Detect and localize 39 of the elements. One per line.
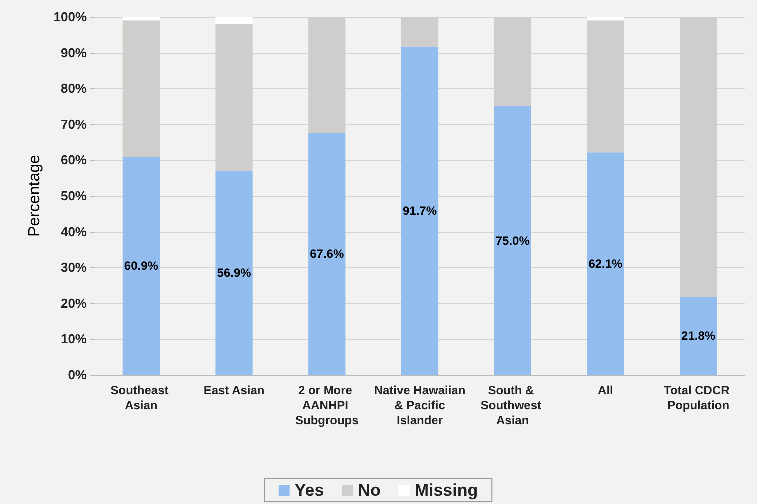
y-axis-title: Percentage bbox=[26, 154, 44, 237]
x-tick-label: Native Hawaiian & Pacific Islander bbox=[374, 384, 466, 428]
bar bbox=[216, 171, 253, 375]
y-tick-label: 100% bbox=[54, 10, 88, 24]
data-label: 60.9% bbox=[124, 258, 159, 273]
y-tick-label: 30% bbox=[60, 260, 88, 276]
legend-label: Missing bbox=[414, 481, 478, 500]
y-tick-label: 10% bbox=[60, 332, 88, 347]
data-label: 21.8% bbox=[682, 328, 716, 343]
x-tick-label: Southeast Asian bbox=[110, 384, 172, 412]
data-label: 67.6% bbox=[310, 246, 344, 261]
legend-label: Yes bbox=[294, 481, 324, 500]
bar bbox=[680, 296, 718, 375]
bar bbox=[122, 156, 160, 375]
data-label: 56.9% bbox=[217, 266, 252, 280]
x-tick-label: Total CDCR Population bbox=[664, 384, 734, 412]
y-tick-label: 80% bbox=[60, 81, 88, 96]
bar bbox=[401, 46, 439, 375]
bar bbox=[587, 152, 624, 375]
y-tick-label: 0% bbox=[68, 368, 88, 382]
data-label: 62.1% bbox=[588, 256, 624, 271]
y-tick-label: 70% bbox=[60, 116, 88, 132]
bar bbox=[216, 17, 253, 24]
bar bbox=[494, 106, 532, 375]
data-label: 91.7% bbox=[402, 204, 438, 218]
y-tick-label: 90% bbox=[60, 45, 88, 60]
y-tick-label: 20% bbox=[60, 296, 88, 311]
bar bbox=[587, 17, 624, 21]
y-tick-label: 60% bbox=[60, 152, 88, 168]
legend-label: No bbox=[358, 481, 381, 500]
x-tick-label: East Asian bbox=[204, 384, 265, 398]
bar bbox=[308, 132, 346, 375]
x-tick-label: South & Southwest Asian bbox=[480, 384, 545, 428]
y-tick-label: 50% bbox=[60, 188, 88, 204]
x-tick-label: All bbox=[598, 384, 614, 398]
bar bbox=[122, 17, 160, 21]
y-tick-label: 40% bbox=[60, 224, 88, 240]
x-tick-label: 2 or More AANHPI Subgroups bbox=[295, 384, 360, 428]
data-label: 75.0% bbox=[496, 234, 530, 248]
